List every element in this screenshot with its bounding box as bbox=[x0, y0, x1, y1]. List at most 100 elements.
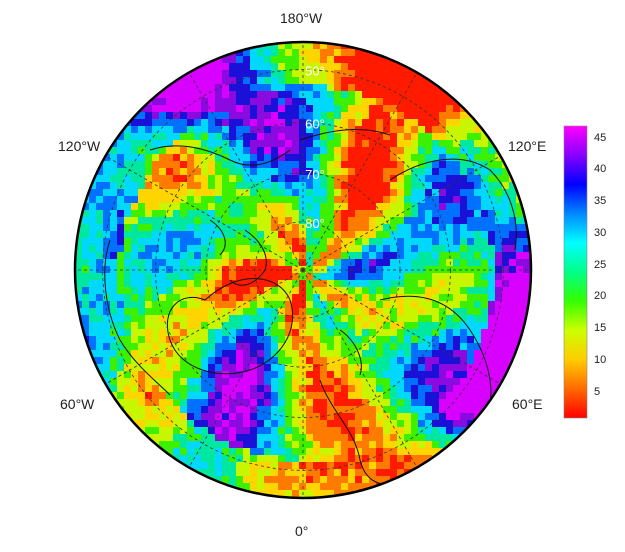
field-cell bbox=[166, 105, 174, 113]
field-cell bbox=[243, 105, 251, 113]
field-cell bbox=[180, 420, 188, 428]
field-cell bbox=[285, 168, 293, 176]
field-cell bbox=[453, 420, 461, 428]
field-cell bbox=[159, 203, 167, 211]
field-cell bbox=[124, 182, 132, 190]
field-cell bbox=[481, 210, 489, 218]
field-cell bbox=[278, 273, 286, 281]
field-cell bbox=[124, 140, 132, 148]
colorbar-tick-label: 35 bbox=[594, 195, 607, 208]
field-cell bbox=[75, 280, 83, 288]
field-cell bbox=[327, 476, 335, 484]
field-cell bbox=[446, 119, 454, 127]
field-cell bbox=[229, 252, 237, 260]
field-cell bbox=[495, 210, 503, 218]
field-cell bbox=[180, 301, 188, 309]
field-cell bbox=[474, 217, 482, 225]
field-cell bbox=[446, 189, 454, 197]
field-cell bbox=[243, 63, 251, 71]
field-cell bbox=[432, 357, 440, 365]
field-cell bbox=[432, 392, 440, 400]
field-cell bbox=[306, 371, 314, 379]
field-cell bbox=[369, 301, 377, 309]
field-cell bbox=[159, 98, 167, 106]
field-cell bbox=[264, 140, 272, 148]
field-cell bbox=[432, 161, 440, 169]
field-cell bbox=[369, 469, 377, 477]
field-cell bbox=[215, 371, 223, 379]
field-cell bbox=[145, 231, 153, 239]
field-cell bbox=[313, 70, 321, 78]
field-cell bbox=[180, 336, 188, 344]
field-cell bbox=[278, 490, 286, 498]
field-cell bbox=[425, 371, 433, 379]
field-cell bbox=[257, 434, 265, 442]
field-cell bbox=[180, 329, 188, 337]
field-cell bbox=[341, 133, 349, 141]
field-cell bbox=[299, 308, 307, 316]
field-cell bbox=[166, 441, 174, 449]
field-cell bbox=[446, 308, 454, 316]
field-cell bbox=[439, 175, 447, 183]
field-cell bbox=[82, 210, 90, 218]
field-cell bbox=[390, 168, 398, 176]
field-cell bbox=[327, 238, 335, 246]
field-cell bbox=[222, 301, 230, 309]
field-cell bbox=[390, 224, 398, 232]
field-cell bbox=[180, 238, 188, 246]
field-cell bbox=[334, 175, 342, 183]
field-cell bbox=[292, 98, 300, 106]
field-cell bbox=[89, 287, 97, 295]
field-cell bbox=[194, 385, 202, 393]
field-cell bbox=[453, 238, 461, 246]
field-cell bbox=[334, 161, 342, 169]
field-cell bbox=[152, 357, 160, 365]
field-cell bbox=[124, 189, 132, 197]
field-cell bbox=[131, 140, 139, 148]
field-cell bbox=[173, 315, 181, 323]
field-cell bbox=[131, 259, 139, 267]
field-cell bbox=[446, 287, 454, 295]
field-cell bbox=[397, 224, 405, 232]
field-cell bbox=[208, 434, 216, 442]
field-cell bbox=[187, 168, 195, 176]
field-cell bbox=[460, 322, 468, 330]
field-cell bbox=[502, 182, 510, 190]
field-cell bbox=[348, 427, 356, 435]
field-cell bbox=[383, 161, 391, 169]
field-cell bbox=[215, 378, 223, 386]
field-cell bbox=[460, 119, 468, 127]
field-cell bbox=[201, 154, 209, 162]
field-cell bbox=[257, 133, 265, 141]
field-cell bbox=[159, 126, 167, 134]
field-cell bbox=[460, 385, 468, 393]
field-cell bbox=[208, 112, 216, 120]
field-cell bbox=[432, 119, 440, 127]
field-cell bbox=[166, 385, 174, 393]
field-cell bbox=[355, 210, 363, 218]
field-cell bbox=[194, 224, 202, 232]
field-cell bbox=[348, 140, 356, 148]
field-cell bbox=[271, 266, 279, 274]
field-cell bbox=[292, 315, 300, 323]
field-cell bbox=[376, 133, 384, 141]
field-cell bbox=[453, 203, 461, 211]
field-cell bbox=[404, 294, 412, 302]
field-cell bbox=[222, 168, 230, 176]
field-cell bbox=[376, 343, 384, 351]
field-cell bbox=[432, 336, 440, 344]
field-cell bbox=[187, 455, 195, 463]
field-cell bbox=[397, 406, 405, 414]
field-cell bbox=[418, 434, 426, 442]
field-cell bbox=[278, 476, 286, 484]
field-cell bbox=[341, 203, 349, 211]
field-cell bbox=[215, 357, 223, 365]
field-cell bbox=[432, 252, 440, 260]
field-cell bbox=[327, 126, 335, 134]
field-cell bbox=[411, 462, 419, 470]
field-cell bbox=[488, 378, 496, 386]
field-cell bbox=[453, 413, 461, 421]
field-cell bbox=[124, 252, 132, 260]
field-cell bbox=[355, 224, 363, 232]
field-cell bbox=[432, 105, 440, 113]
